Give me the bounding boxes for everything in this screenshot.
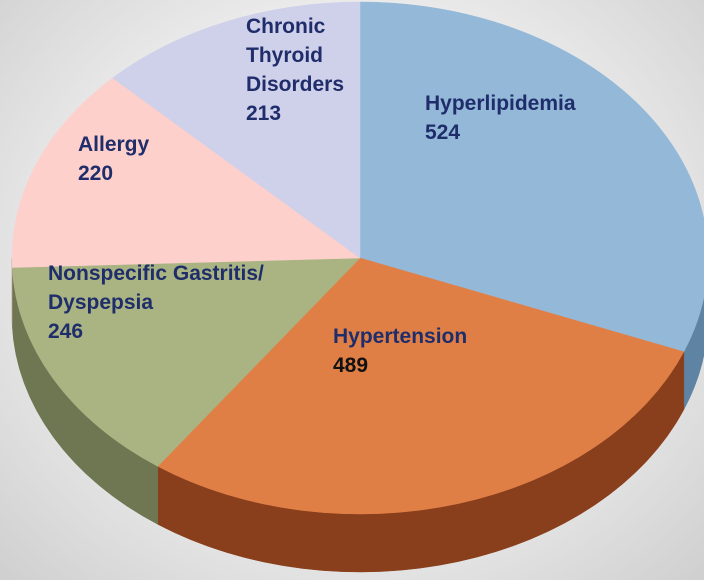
category-label: Nonspecific Gastritis/ Dyspepsia [48, 262, 264, 314]
value-label: 213 [246, 102, 282, 125]
slice-label: Hypertension 489 [333, 322, 573, 380]
value-label: 524 [425, 121, 461, 144]
slice-label: Allergy 220 [78, 130, 218, 188]
value-label: 220 [78, 162, 114, 185]
slice [11, 77, 361, 268]
slice [157, 257, 685, 515]
slice-label: Hyperlipidemia 524 [425, 89, 665, 147]
slice [112, 1, 361, 259]
category-label: Chronic Thyroid Disorders [246, 15, 345, 96]
slice-label: Nonspecific Gastritis/ Dyspepsia 246 [48, 259, 348, 346]
slice-label: Chronic Thyroid Disorders 213 [246, 12, 364, 128]
value-label: 489 [333, 354, 369, 377]
slice [11, 257, 361, 467]
category-label: Allergy [78, 133, 150, 156]
category-label: Hypertension [333, 325, 468, 348]
value-label: 246 [48, 320, 84, 343]
slice [359, 1, 704, 353]
category-label: Hyperlipidemia [425, 92, 576, 115]
